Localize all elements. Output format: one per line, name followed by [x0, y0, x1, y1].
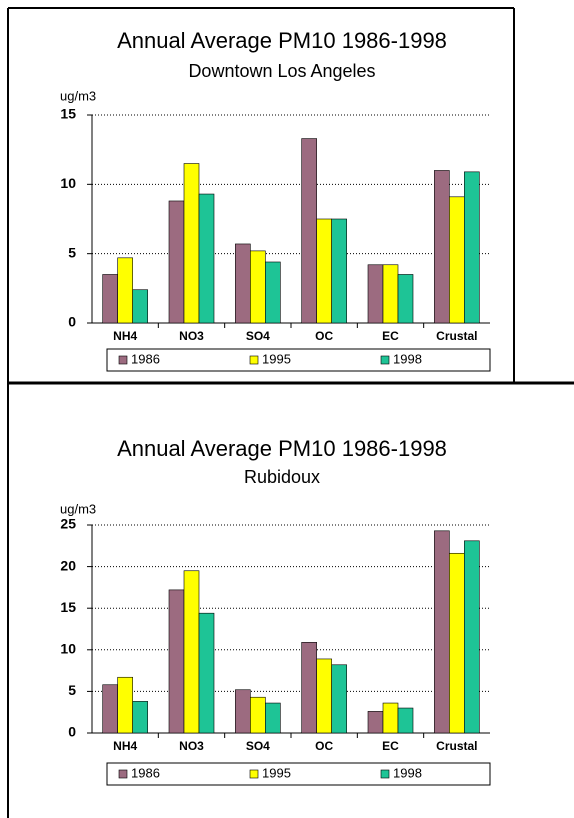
bar — [265, 702, 281, 734]
legend — [106, 348, 491, 372]
x-tick-label: EC — [382, 329, 399, 343]
y-tick-label: 15 — [60, 106, 76, 122]
y-tick-label: 0 — [68, 314, 76, 330]
y-tick-label: 10 — [60, 175, 76, 191]
bar — [183, 570, 200, 734]
chart-subtitle: Rubidoux — [244, 467, 320, 487]
x-tick-label: NH4 — [113, 329, 137, 343]
chart-title: Annual Average PM10 1986-1998 — [117, 28, 447, 53]
y-axis-label: ug/m3 — [60, 88, 96, 103]
bar — [449, 552, 465, 734]
x-tick-label: NO3 — [179, 329, 204, 343]
x-tick-label: NH4 — [113, 739, 137, 753]
legend-label: 1995 — [262, 765, 291, 780]
bar — [331, 664, 347, 734]
bar — [449, 196, 465, 324]
y-tick-label: 0 — [68, 724, 76, 740]
bar — [183, 163, 200, 324]
legend-swatch — [118, 769, 128, 779]
legend-swatch — [118, 355, 128, 365]
x-tick-label: SO4 — [246, 739, 270, 753]
y-tick-label: 5 — [68, 244, 76, 260]
x-tick-label: NO3 — [179, 739, 204, 753]
y-tick-label: 5 — [68, 682, 76, 698]
bar — [132, 289, 148, 324]
bar — [464, 540, 480, 734]
bar — [367, 264, 384, 324]
bar — [168, 589, 185, 734]
bar — [434, 530, 450, 734]
bar — [316, 218, 332, 324]
bar — [102, 684, 118, 734]
x-tick-label: Crustal — [436, 329, 477, 343]
y-tick-label: 10 — [60, 641, 76, 657]
bar — [250, 696, 266, 734]
legend-swatch — [249, 769, 259, 779]
legend-label: 1998 — [393, 351, 422, 366]
legend-swatch — [380, 355, 390, 365]
bar — [117, 257, 133, 324]
legend-swatch — [249, 355, 259, 365]
bar — [198, 193, 215, 324]
bar — [434, 170, 450, 324]
bar — [235, 243, 251, 324]
bar — [117, 676, 133, 734]
legend-label: 1986 — [131, 351, 160, 366]
bar — [464, 171, 480, 324]
chart-title: Annual Average PM10 1986-1998 — [117, 436, 447, 461]
y-tick-label: 25 — [60, 516, 76, 532]
bar — [132, 701, 148, 734]
x-tick-label: OC — [315, 329, 333, 343]
x-tick-label: SO4 — [246, 329, 270, 343]
bar — [301, 642, 317, 734]
bar — [316, 658, 332, 734]
bar — [102, 274, 118, 324]
y-tick-label: 15 — [60, 599, 76, 615]
chart-subtitle: Downtown Los Angeles — [188, 61, 375, 81]
x-tick-label: OC — [315, 739, 333, 753]
y-axis-label: ug/m3 — [60, 501, 96, 516]
bar — [397, 707, 414, 734]
bar — [198, 612, 215, 734]
bar — [382, 702, 399, 734]
bar — [168, 200, 185, 324]
bar — [301, 138, 317, 324]
bar — [382, 264, 399, 324]
legend-label: 1995 — [262, 351, 291, 366]
legend-label: 1998 — [393, 765, 422, 780]
bar — [250, 250, 266, 324]
bar — [331, 218, 347, 324]
y-tick-label: 20 — [60, 557, 76, 573]
legend — [106, 762, 491, 786]
bar — [367, 711, 384, 734]
bar — [265, 261, 281, 324]
bar — [235, 689, 251, 734]
x-tick-label: Crustal — [436, 739, 477, 753]
x-tick-label: EC — [382, 739, 399, 753]
legend-label: 1986 — [131, 765, 160, 780]
bar — [397, 274, 414, 324]
legend-swatch — [380, 769, 390, 779]
